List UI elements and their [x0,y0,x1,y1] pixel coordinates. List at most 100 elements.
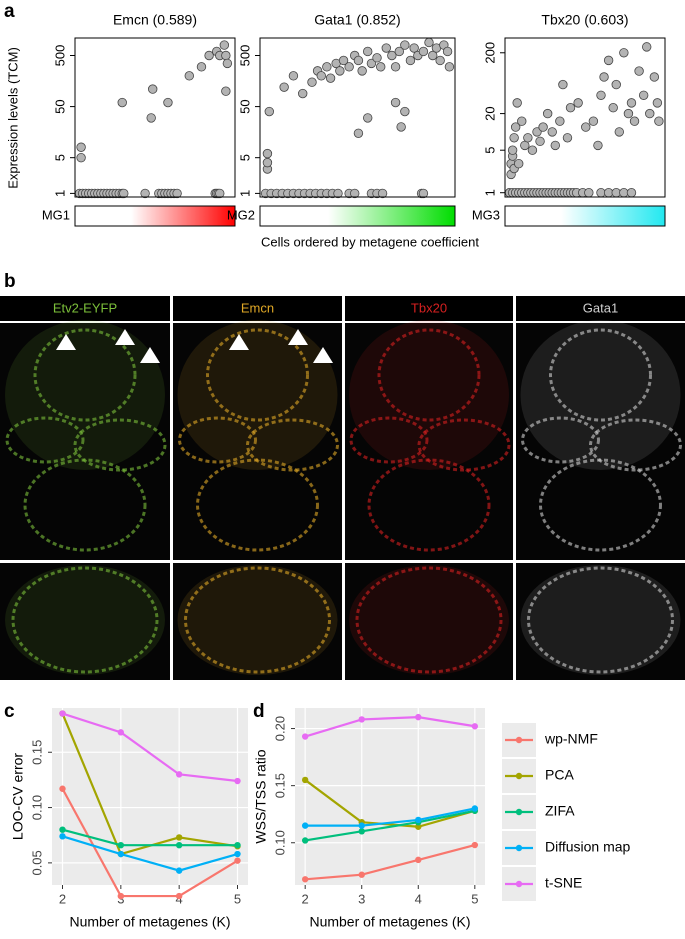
point [428,50,438,61]
point [623,108,634,119]
tissue-outline [5,416,85,464]
point [581,122,591,132]
point [527,145,538,155]
panel-label: a [4,1,15,22]
arrowhead [56,334,76,350]
point [550,140,560,151]
x-tick-label: 2 [302,891,309,906]
point [435,55,445,66]
point [424,37,434,48]
point [638,90,649,100]
legend-label: Diffusion map [545,839,631,855]
channel-label: Emcn [241,300,274,315]
point [596,90,606,100]
y-tick-label: 500 [52,45,67,67]
arrowhead [313,347,333,363]
series-line [62,828,238,847]
point [415,823,422,830]
tissue-outline [521,416,600,464]
point [219,40,230,50]
tissue-outline [539,458,662,552]
point [175,892,183,900]
x-axis-label: Cells ordered by metagene coefficient [261,234,479,249]
point [400,106,410,117]
y-tick-label: 1 [52,190,67,197]
point [358,822,365,829]
point [279,82,289,92]
channel-header [0,296,170,321]
x-tick-label: 2 [59,891,66,906]
y-tick-label: 200 [482,42,497,64]
point [322,62,332,72]
chart-title: Tbx20 (0.603) [541,12,628,28]
point [350,188,360,199]
point [471,841,479,849]
point [366,58,377,69]
series-line [61,788,239,898]
channel-label: Tbx20 [411,300,447,315]
tissue-outline [377,328,481,422]
tissue-outline [178,416,257,464]
point [301,837,309,844]
arrowhead [288,329,308,345]
tissue-outline [367,458,491,552]
series-line [304,779,476,828]
image-zoom [0,563,170,680]
x-axis-label: Number of metagenes (K) [309,914,470,930]
point [418,188,429,199]
point [325,73,336,83]
point [196,62,207,72]
metagene-bar [74,205,236,227]
point [338,55,349,66]
y-tick-label: 0.15 [272,773,287,798]
legend-key-point [515,772,523,780]
tissue [177,565,338,675]
panel-label: c [4,701,15,722]
point [471,723,479,730]
y-tick-label: 5 [52,154,67,161]
point [234,777,241,785]
y-tick-label: 5 [482,147,497,154]
tissue [520,565,681,675]
point [588,116,599,126]
point [394,46,404,57]
point [262,157,273,168]
plot-frame [259,37,456,198]
point [76,142,86,152]
tissue-outline [417,418,511,472]
arrowhead [229,334,249,350]
point [175,867,183,874]
channel-header [173,296,342,321]
x-tick-label: 5 [471,891,478,906]
y-tick-label: 5 [237,154,252,161]
point [175,841,183,849]
tissue-outline [349,416,429,464]
y-axis-label: Expression levels (TCM) [5,47,20,189]
point [652,98,663,108]
legend-key-point [515,880,523,888]
tissue [349,565,509,675]
point [532,127,542,137]
y-axis-label: WSS/TSS ratio [253,749,269,843]
tissue-outline [196,458,319,552]
point [509,133,519,143]
point [562,133,573,143]
point [599,72,609,82]
plot-frame [504,37,666,198]
point [634,66,644,76]
legend-key-point [515,808,523,816]
tissue [520,320,681,470]
point [221,86,231,96]
plot-frame [74,37,236,198]
tissue-outline [73,418,167,472]
tissue-outline [549,328,652,422]
point [555,116,565,126]
metagene-label: MG3 [472,207,500,222]
y-tick-label: 1 [237,190,252,197]
channel-header [345,296,513,321]
point [234,841,241,849]
point [512,98,522,108]
point [444,62,455,72]
y-tick-label: 50 [52,99,67,113]
point [381,43,391,53]
